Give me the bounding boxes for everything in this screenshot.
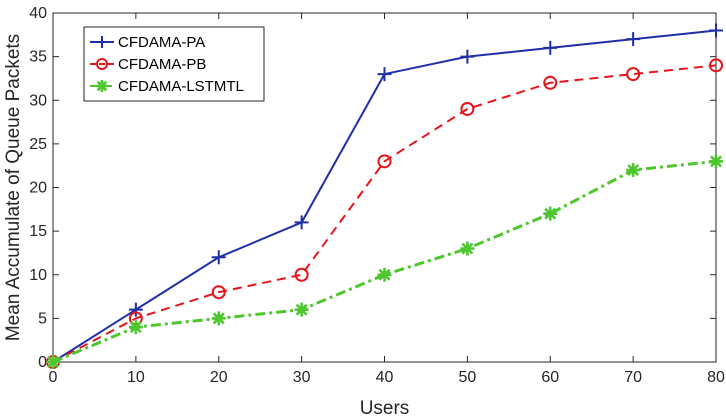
series-cfdama-pb bbox=[46, 58, 723, 369]
y-tick-label: 30 bbox=[29, 92, 47, 109]
x-axis-ticks: 0 10 20 30 40 50 60 70 80 bbox=[49, 13, 725, 386]
x-tick-label: 40 bbox=[376, 369, 394, 386]
data-point-circle bbox=[377, 154, 392, 169]
data-point-circle bbox=[211, 285, 226, 300]
data-point-asterisk bbox=[294, 302, 309, 317]
y-tick-label: 20 bbox=[29, 180, 47, 197]
legend-marker bbox=[96, 80, 108, 92]
y-tick-label: 5 bbox=[38, 310, 47, 327]
x-tick-label: 50 bbox=[458, 369, 476, 386]
data-point-plus bbox=[211, 250, 226, 265]
y-axis-label: Mean Accumulate of Queue Packets bbox=[3, 34, 24, 341]
x-axis-label: Users bbox=[360, 398, 410, 419]
legend-label: CFDAMA-PB bbox=[118, 56, 206, 73]
data-point-asterisk bbox=[46, 355, 60, 369]
y-tick-label: 35 bbox=[29, 49, 47, 66]
data-point-asterisk bbox=[128, 320, 143, 335]
data-point-circle bbox=[460, 101, 475, 116]
x-tick-label: 30 bbox=[293, 369, 311, 386]
data-point-plus bbox=[128, 302, 143, 317]
y-tick-label: 0 bbox=[38, 354, 47, 371]
data-point-asterisk bbox=[543, 206, 558, 221]
data-point-plus bbox=[709, 23, 723, 38]
series-layer bbox=[46, 23, 723, 369]
data-point-plus bbox=[626, 32, 641, 47]
data-point-plus bbox=[294, 215, 309, 230]
x-tick-label: 0 bbox=[49, 369, 58, 386]
y-tick-label: 40 bbox=[29, 5, 47, 22]
y-tick-label: 25 bbox=[29, 136, 47, 153]
legend: CFDAMA-PA CFDAMA-PB CFDAMA-LSTMTL bbox=[83, 26, 265, 102]
data-point-asterisk bbox=[626, 163, 641, 178]
legend-marker bbox=[96, 58, 108, 70]
y-tick-label: 15 bbox=[29, 223, 47, 240]
legend-marker bbox=[96, 36, 108, 48]
x-tick-label: 60 bbox=[541, 369, 559, 386]
x-tick-label: 70 bbox=[624, 369, 642, 386]
x-tick-label: 20 bbox=[210, 369, 228, 386]
x-tick-label: 80 bbox=[707, 369, 725, 386]
legend-label: CFDAMA-LSTMTL bbox=[118, 78, 244, 95]
data-point-plus bbox=[377, 67, 392, 82]
y-axis-ticks: 0 5 10 15 20 25 30 35 40 bbox=[29, 5, 716, 371]
data-point-asterisk bbox=[377, 267, 392, 282]
data-point-asterisk bbox=[460, 241, 475, 256]
legend-label: CFDAMA-PA bbox=[118, 34, 205, 51]
data-point-plus bbox=[460, 49, 475, 64]
x-tick-label: 10 bbox=[127, 369, 145, 386]
series-line bbox=[52, 159, 717, 364]
data-point-plus bbox=[543, 40, 558, 55]
y-tick-label: 10 bbox=[29, 267, 47, 284]
data-point-circle bbox=[709, 58, 723, 73]
data-point-asterisk bbox=[211, 311, 226, 326]
data-point-circle bbox=[294, 267, 309, 282]
data-point-circle bbox=[626, 67, 641, 82]
series-cfdama-lstmtl bbox=[46, 154, 723, 369]
data-point-circle bbox=[543, 75, 558, 90]
series-line bbox=[52, 64, 717, 363]
data-point-asterisk bbox=[709, 154, 723, 169]
